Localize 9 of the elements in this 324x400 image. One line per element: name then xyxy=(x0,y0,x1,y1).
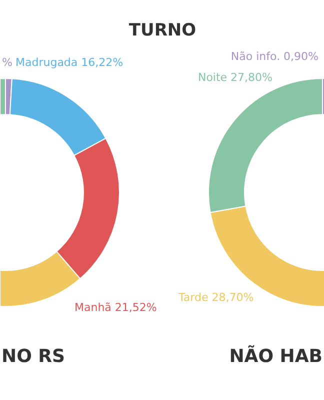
slice-label: Noite 27,80% xyxy=(198,71,273,84)
slice-label: Tarde 28,70% xyxy=(178,291,254,304)
slice-label: Manhã 21,52% xyxy=(74,301,157,314)
slice-label: Não info. 0,90% xyxy=(230,50,319,63)
text: NÃO HAB xyxy=(229,345,323,367)
slice-label: Madrugada 16,22% xyxy=(16,56,124,69)
text: TURNO xyxy=(128,20,196,40)
text: NO RS xyxy=(2,346,65,367)
data-label: % xyxy=(2,56,12,69)
